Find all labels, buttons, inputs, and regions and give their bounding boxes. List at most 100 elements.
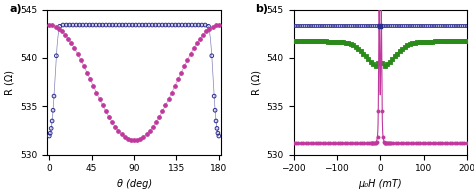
Point	[111, 125, 119, 128]
Point	[206, 27, 213, 30]
Point	[315, 40, 322, 43]
Point	[394, 142, 402, 145]
Point	[61, 33, 69, 36]
Point	[334, 24, 341, 28]
Point	[397, 142, 405, 145]
Point	[375, 24, 383, 28]
Point	[317, 142, 324, 145]
Point	[342, 41, 349, 44]
Point	[152, 121, 160, 124]
Point	[409, 24, 416, 28]
Point	[395, 24, 403, 28]
Point	[187, 52, 194, 55]
Point	[168, 23, 176, 27]
Point	[443, 24, 451, 28]
Point	[112, 23, 119, 27]
Point	[63, 23, 70, 27]
Point	[347, 43, 355, 46]
X-axis label: θ (deg): θ (deg)	[117, 179, 152, 189]
Point	[433, 40, 441, 43]
Point	[83, 71, 91, 74]
Point	[155, 23, 163, 27]
Point	[48, 119, 56, 122]
Point	[346, 24, 354, 28]
Point	[89, 23, 97, 27]
Point	[401, 45, 409, 48]
Point	[373, 141, 381, 144]
Point	[213, 127, 221, 130]
Point	[329, 24, 337, 28]
Point	[171, 84, 179, 87]
Point	[175, 23, 182, 27]
Point	[436, 40, 443, 43]
Point	[329, 40, 337, 43]
Point	[165, 98, 173, 101]
Point	[414, 142, 422, 145]
Point	[389, 24, 396, 28]
Point	[369, 142, 376, 145]
Point	[158, 23, 166, 27]
Point	[79, 23, 87, 27]
Point	[327, 142, 334, 145]
Point	[73, 23, 80, 27]
Point	[396, 49, 403, 53]
Point	[158, 110, 166, 113]
Point	[355, 47, 362, 50]
Point	[297, 142, 305, 145]
Point	[149, 125, 157, 128]
Y-axis label: R (Ω): R (Ω)	[251, 70, 261, 95]
Point	[370, 142, 377, 145]
Point	[67, 42, 75, 45]
Point	[369, 63, 377, 66]
Point	[446, 142, 454, 145]
Point	[292, 40, 300, 43]
Point	[334, 142, 341, 145]
Point	[305, 40, 312, 43]
Point	[296, 24, 304, 28]
Point	[461, 142, 468, 145]
Point	[155, 116, 163, 119]
Point	[99, 23, 107, 27]
Point	[346, 142, 354, 145]
Point	[301, 24, 308, 28]
Point	[393, 52, 401, 55]
Point	[185, 23, 192, 27]
Text: b): b)	[255, 4, 268, 14]
Point	[295, 40, 302, 43]
Point	[317, 40, 325, 43]
Point	[46, 134, 53, 138]
Point	[182, 23, 189, 27]
Point	[378, 110, 386, 113]
Point	[80, 65, 88, 68]
X-axis label: μ₀H (mT): μ₀H (mT)	[358, 179, 402, 189]
Point	[311, 24, 319, 28]
Point	[332, 40, 339, 43]
Point	[335, 40, 342, 43]
Point	[364, 24, 372, 28]
Point	[362, 55, 369, 58]
Point	[374, 62, 382, 65]
Point	[424, 24, 431, 28]
Point	[403, 44, 411, 47]
Point	[341, 142, 349, 145]
Point	[209, 25, 216, 28]
Point	[74, 52, 82, 55]
Point	[371, 142, 379, 145]
Point	[386, 142, 393, 145]
Point	[456, 142, 464, 145]
Point	[386, 60, 393, 63]
Point	[382, 142, 389, 145]
Point	[353, 24, 361, 28]
Point	[202, 30, 210, 33]
Point	[183, 58, 191, 61]
Point	[323, 24, 330, 28]
Point	[338, 24, 346, 28]
Point	[324, 142, 332, 145]
Point	[342, 24, 350, 28]
Point	[411, 41, 419, 44]
Point	[423, 40, 431, 43]
Point	[400, 24, 407, 28]
Point	[86, 78, 94, 81]
Point	[461, 40, 468, 43]
Point	[444, 142, 451, 145]
